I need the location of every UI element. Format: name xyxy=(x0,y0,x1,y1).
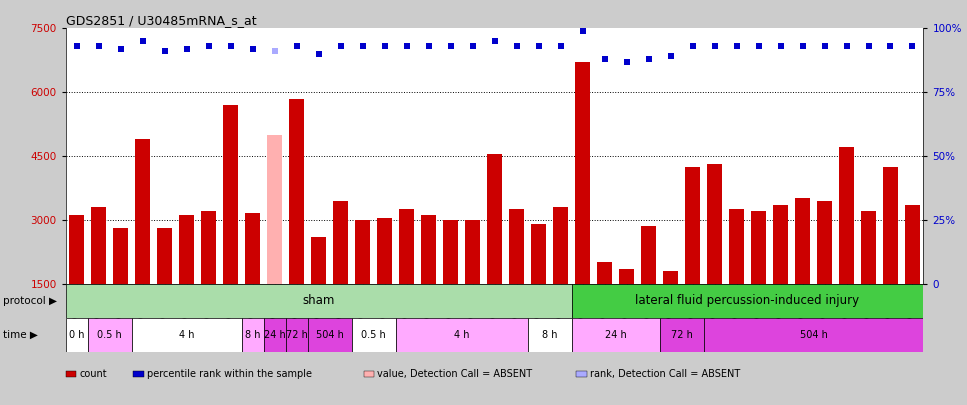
Text: 0.5 h: 0.5 h xyxy=(362,330,386,340)
Bar xyxy=(201,211,217,284)
Bar xyxy=(883,166,898,284)
Bar xyxy=(69,215,84,284)
Bar xyxy=(377,217,393,284)
Bar xyxy=(597,262,612,284)
Bar xyxy=(333,200,348,284)
Bar xyxy=(267,134,282,284)
Text: 4 h: 4 h xyxy=(179,330,194,340)
Bar xyxy=(66,318,88,352)
Bar xyxy=(704,318,923,352)
Bar xyxy=(641,226,657,284)
Bar xyxy=(662,271,678,283)
Bar xyxy=(421,215,436,284)
Bar xyxy=(707,164,722,284)
Bar xyxy=(750,211,766,284)
Text: 72 h: 72 h xyxy=(671,330,692,340)
Bar xyxy=(135,139,151,284)
Text: lateral fluid percussion-induced injury: lateral fluid percussion-induced injury xyxy=(635,294,860,307)
Text: 72 h: 72 h xyxy=(285,330,308,340)
Bar xyxy=(223,105,239,284)
Text: 4 h: 4 h xyxy=(454,330,469,340)
Text: 0.5 h: 0.5 h xyxy=(98,330,122,340)
Bar xyxy=(553,207,569,284)
Bar xyxy=(289,98,305,284)
Text: GDS2851 / U30485mRNA_s_at: GDS2851 / U30485mRNA_s_at xyxy=(66,14,256,27)
Bar xyxy=(113,228,129,284)
Bar xyxy=(311,237,327,284)
Bar xyxy=(509,209,524,284)
Bar xyxy=(308,318,352,352)
Bar xyxy=(132,318,242,352)
Bar xyxy=(396,318,528,352)
Bar xyxy=(571,284,923,318)
Text: 0 h: 0 h xyxy=(69,330,84,340)
Text: value, Detection Call = ABSENT: value, Detection Call = ABSENT xyxy=(377,369,532,379)
Text: 24 h: 24 h xyxy=(264,330,285,340)
Bar xyxy=(285,318,308,352)
Bar xyxy=(179,215,194,284)
Bar xyxy=(861,211,876,284)
Bar xyxy=(838,147,854,284)
Bar xyxy=(571,318,659,352)
Text: 8 h: 8 h xyxy=(542,330,557,340)
Bar xyxy=(575,62,590,283)
Bar xyxy=(399,209,414,284)
Bar xyxy=(685,166,700,284)
Text: count: count xyxy=(79,369,107,379)
Bar xyxy=(795,198,810,284)
Bar xyxy=(245,213,260,284)
Bar xyxy=(88,318,132,352)
Bar xyxy=(659,318,704,352)
Text: 504 h: 504 h xyxy=(316,330,343,340)
Bar xyxy=(531,224,546,284)
Bar xyxy=(465,220,481,284)
Bar xyxy=(91,207,106,284)
Bar xyxy=(729,209,745,284)
Bar xyxy=(352,318,396,352)
Bar xyxy=(905,205,921,284)
Text: 504 h: 504 h xyxy=(800,330,828,340)
Bar xyxy=(619,269,634,283)
Text: percentile rank within the sample: percentile rank within the sample xyxy=(147,369,312,379)
Text: sham: sham xyxy=(303,294,335,307)
Text: rank, Detection Call = ABSENT: rank, Detection Call = ABSENT xyxy=(590,369,740,379)
Bar xyxy=(66,284,571,318)
Bar xyxy=(242,318,264,352)
Text: time ▶: time ▶ xyxy=(3,330,38,340)
Bar xyxy=(773,205,788,284)
Text: 8 h: 8 h xyxy=(245,330,260,340)
Bar xyxy=(443,220,458,284)
Bar xyxy=(487,154,502,284)
Bar xyxy=(817,200,833,284)
Bar xyxy=(355,220,370,284)
Text: 24 h: 24 h xyxy=(604,330,627,340)
Bar xyxy=(157,228,172,284)
Bar xyxy=(528,318,571,352)
Text: protocol ▶: protocol ▶ xyxy=(3,296,57,306)
Bar xyxy=(264,318,285,352)
